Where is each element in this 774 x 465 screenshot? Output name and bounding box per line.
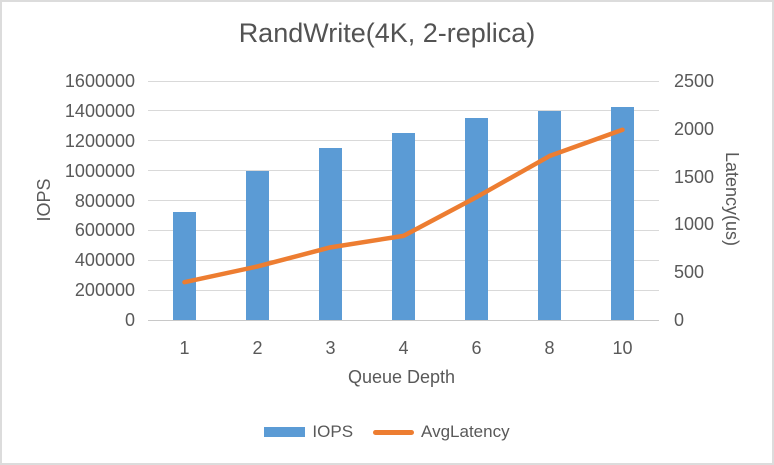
x-axis-tick-label: 2 [252,338,263,358]
y-axis-right-tick-label: 1500 [674,166,715,187]
bar-iops-qd-3 [319,148,342,320]
gridline [148,110,659,112]
x-axis-tick-label: 4 [398,338,409,358]
y-axis-right-title: Latency(us) [722,151,742,247]
x-axis-tick-label: 6 [471,338,482,358]
x-axis-tick-label: 10 [612,338,633,358]
legend-swatch-avglatency-line [373,429,415,435]
bar-iops-qd-4 [392,133,415,320]
y-axis-left-tick-label: 800000 [74,190,135,211]
x-axis-line [148,320,659,321]
x-axis-tick-label: 8 [544,338,555,358]
gridline [148,80,659,82]
y-axis-right-tick-label: 1000 [674,214,715,235]
bar-iops-qd-2 [246,170,269,320]
legend: IOPS AvgLatency [2,422,772,442]
x-axis-tick-label: 1 [179,338,190,358]
chart-title: RandWrite(4K, 2-replica) [238,18,536,48]
y-axis-left-tick-label: 200000 [74,280,135,301]
y-axis-left-tick-label: 1000000 [64,160,135,181]
bar-iops-qd-6 [465,118,488,320]
bar-iops-qd-8 [538,110,561,320]
y-axis-left-tick-label: 1200000 [64,130,135,151]
legend-swatch-iops-bar [264,427,306,437]
y-axis-right-tick-label: 0 [674,310,685,330]
y-axis-right-tick-label: 2000 [674,118,715,139]
y-axis-left-tick-label: 600000 [74,220,135,241]
bar-iops-qd-10 [611,107,634,320]
y-axis-left-tick-label: 400000 [74,250,135,271]
y-axis-left-tick-label: 1600000 [64,71,135,91]
legend-label-avglatency: AvgLatency [421,422,510,441]
y-axis-right-tick-label: 2500 [674,71,715,91]
bar-iops-qd-1 [173,212,196,320]
x-axis-tick-label: 3 [325,338,336,358]
y-axis-left-tick-label: 0 [124,310,135,330]
legend-label-iops: IOPS [312,422,354,441]
y-axis-right-tick-label: 500 [674,262,705,283]
y-axis-left-tick-label: 1400000 [64,100,135,121]
x-axis-title: Queue Depth [347,367,456,387]
legend-item-avglatency: AvgLatency [373,422,510,442]
legend-item-iops: IOPS [264,422,353,442]
